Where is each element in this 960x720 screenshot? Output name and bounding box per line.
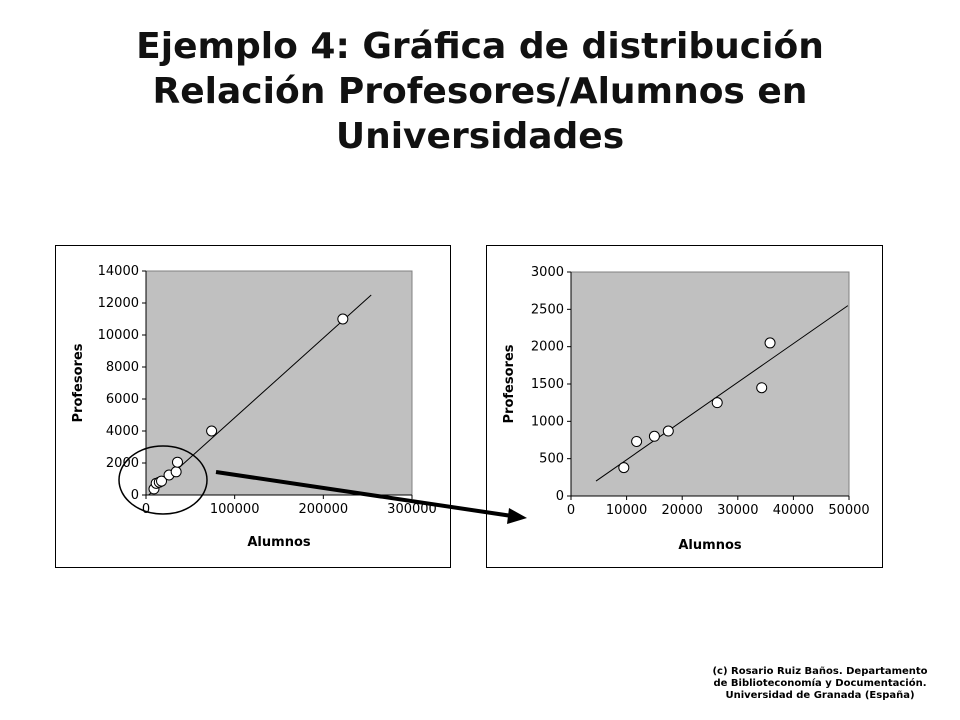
credit-line-1: (c) Rosario Ruiz Baños. Departamento [712, 666, 928, 677]
y-tick-label: 500 [539, 452, 564, 467]
x-tick-label: 10000 [606, 503, 647, 518]
y-tick-label: 0 [131, 488, 139, 503]
title-line-3: Universidades [335, 116, 625, 157]
title-line-1: Ejemplo 4: Gráfica de distribución [136, 26, 824, 67]
y-tick-label: 3000 [531, 265, 564, 280]
credit-line-2: de Biblioteconomía y Documentación. [713, 678, 927, 689]
x-tick-label: 0 [142, 502, 150, 517]
x-tick-label: 300000 [387, 502, 437, 517]
y-tick-label: 4000 [106, 424, 139, 439]
x-axis-label: Alumnos [247, 535, 311, 550]
x-axis-label: Alumnos [678, 538, 742, 553]
scatter-chart-full-svg: 0 2000 4000 6000 8000 10000 12000 14000 0 100000 2… [71, 264, 437, 550]
data-point [618, 462, 630, 474]
y-tick-label: 6000 [106, 392, 139, 407]
title-line-2: Relación Profesores/Alumnos en [152, 71, 808, 112]
data-point [648, 430, 660, 442]
data-point [756, 382, 768, 394]
y-tick-label: 1000 [531, 414, 564, 429]
scatter-chart-zoom: 0 500 1000 1500 2000 2500 3000 0 10000 20000 30000… [486, 245, 883, 568]
data-point [764, 337, 776, 349]
data-point [156, 475, 168, 487]
x-tick-label: 20000 [662, 503, 703, 518]
y-axis-label: Profesores [502, 344, 517, 423]
y-tick-label: 10000 [98, 328, 139, 343]
y-tick-label: 14000 [98, 264, 139, 279]
x-tick-label: 40000 [773, 503, 814, 518]
y-tick-label: 8000 [106, 360, 139, 375]
y-tick-label: 2000 [106, 456, 139, 471]
zoom-circle [118, 445, 208, 515]
zoom-arrow-head [507, 508, 527, 524]
x-tick-label: 0 [567, 503, 575, 518]
x-tick-label: 50000 [828, 503, 869, 518]
y-tick-label: 0 [556, 489, 564, 504]
data-point [206, 425, 218, 437]
plot-area [570, 271, 850, 497]
data-point [171, 456, 183, 468]
copyright-credit: (c) Rosario Ruiz Baños. Departamento de … [690, 666, 950, 702]
y-tick-label: 1500 [531, 377, 564, 392]
y-tick-label: 2500 [531, 302, 564, 317]
credit-line-3: Universidad de Granada (España) [725, 690, 915, 701]
data-point [662, 425, 674, 437]
trend-line [148, 294, 372, 496]
page-title: Ejemplo 4: Gráfica de distribución Relac… [0, 24, 960, 159]
x-tick-label: 200000 [299, 502, 349, 517]
y-axis-label: Profesores [71, 343, 86, 422]
zoom-arrow-line [215, 470, 513, 518]
y-tick-label: 12000 [98, 296, 139, 311]
data-point [711, 397, 723, 409]
x-tick-label: 30000 [717, 503, 758, 518]
data-point [631, 435, 643, 447]
x-tick-label: 100000 [210, 502, 260, 517]
data-point [337, 313, 349, 325]
scatter-chart-full: 0 2000 4000 6000 8000 10000 12000 14000 0 100000 2… [55, 245, 451, 568]
y-tick-label: 2000 [531, 340, 564, 355]
trend-line [595, 305, 849, 482]
